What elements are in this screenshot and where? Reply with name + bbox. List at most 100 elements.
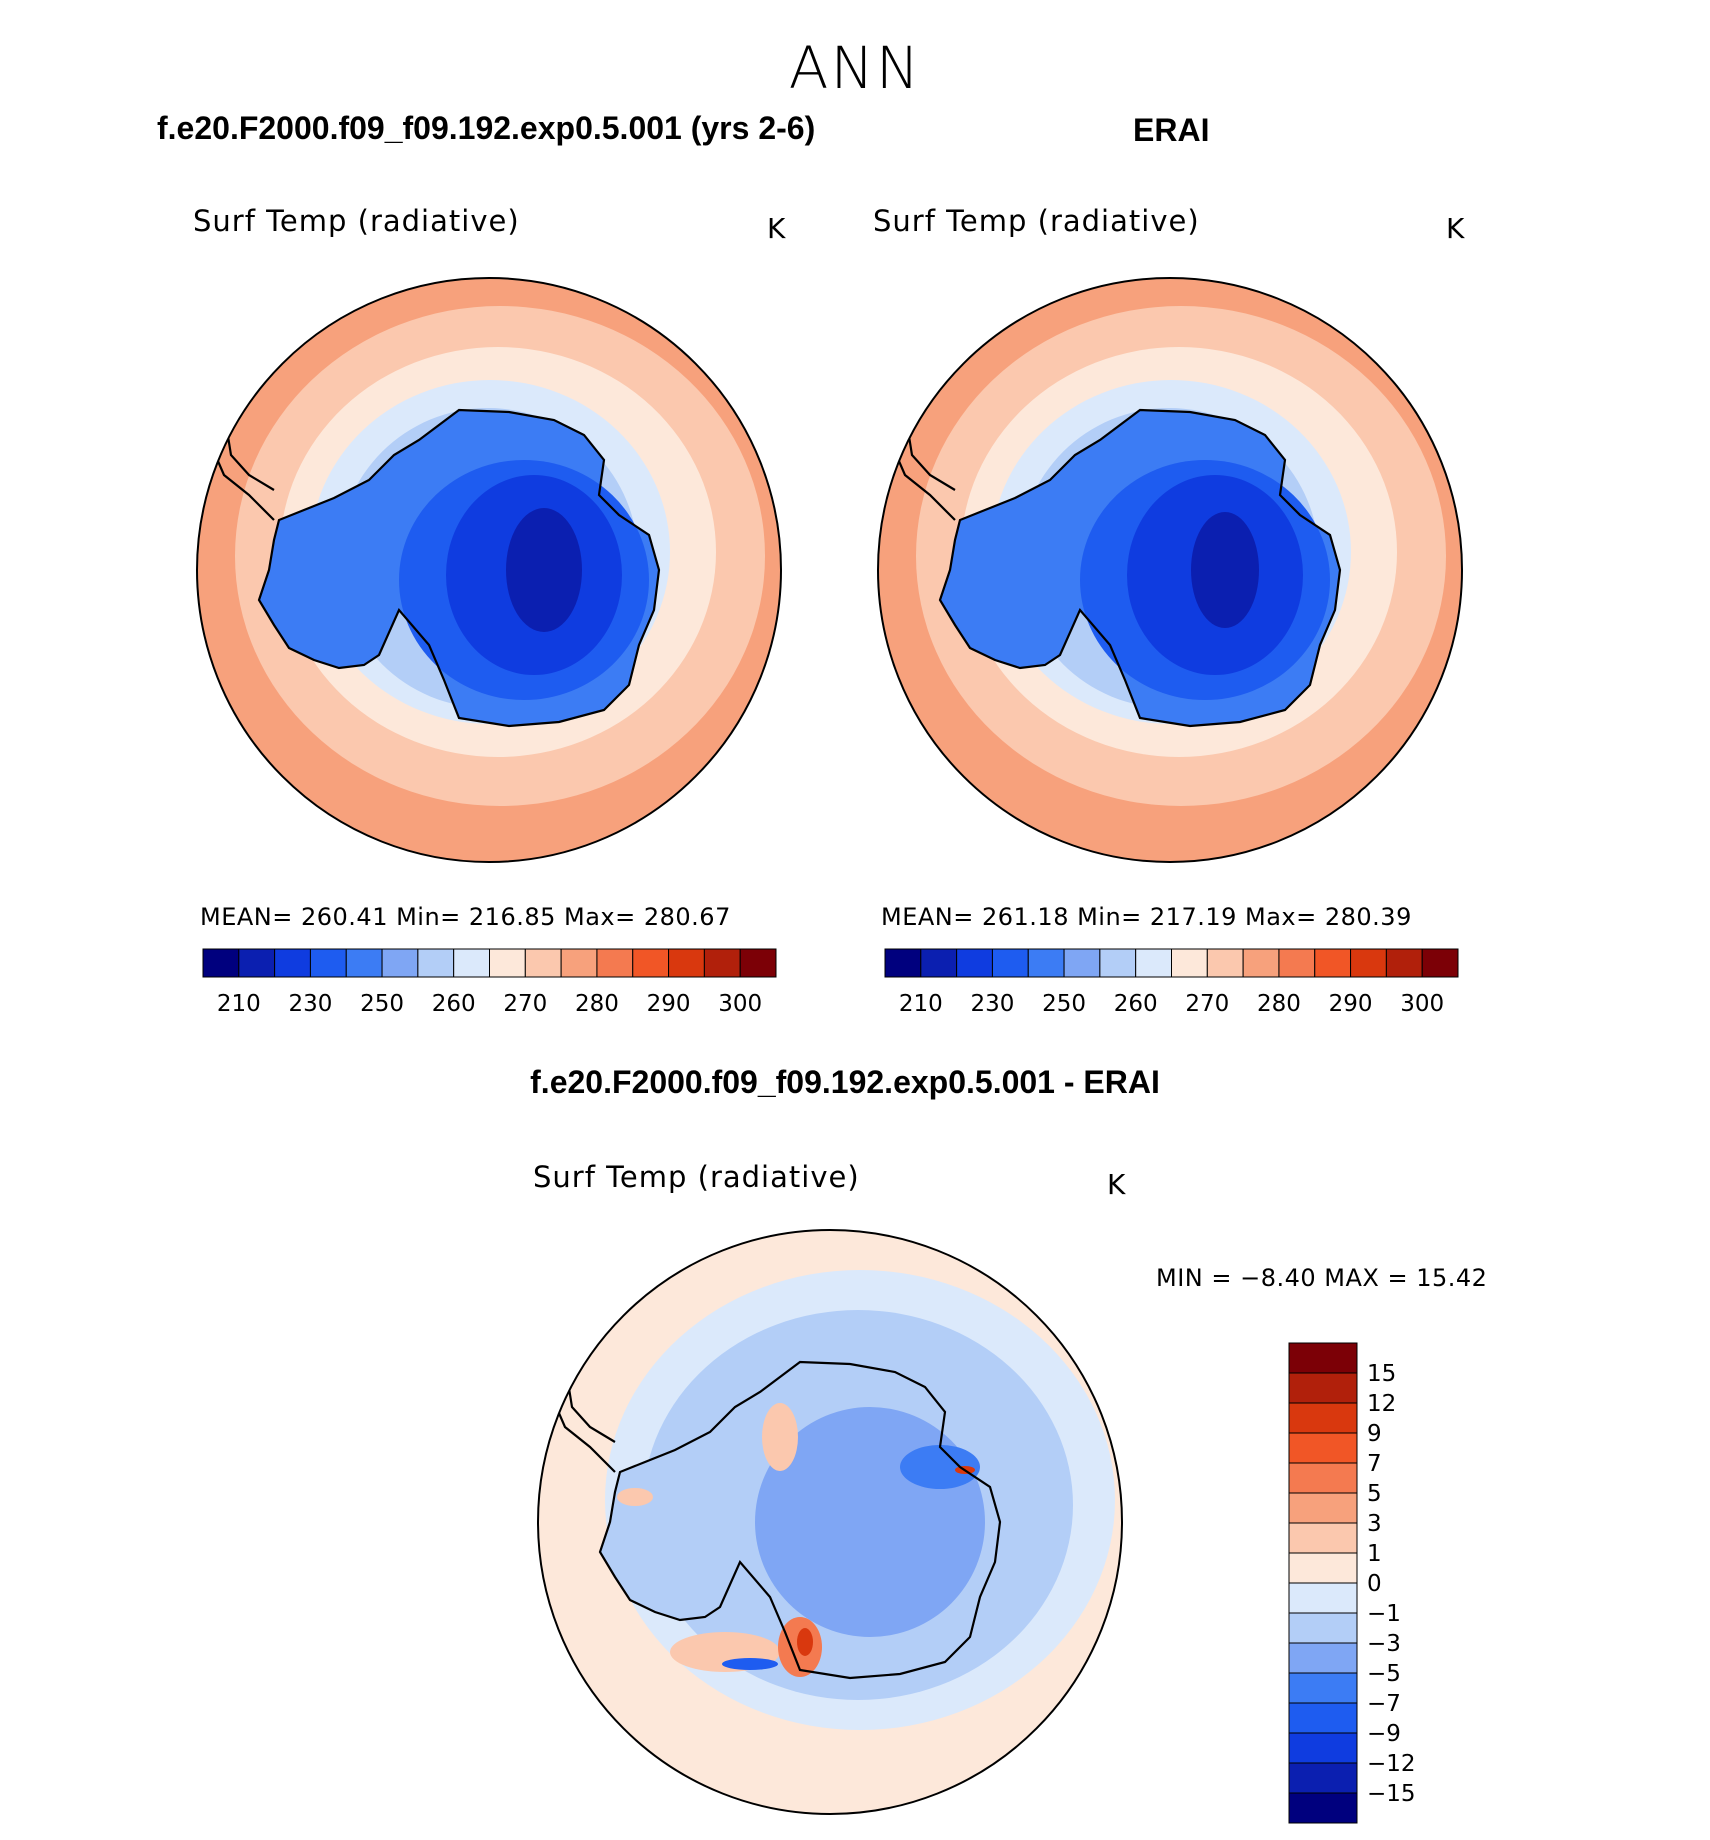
colorbar-swatch (1288, 1372, 1358, 1404)
colorbar-tick-label: 230 (288, 991, 332, 1017)
colorbar-swatch (453, 948, 490, 978)
colorbar-swatch (1288, 1582, 1358, 1614)
panel1-stats: MEAN= 260.41 Min= 216.85 Max= 280.67 (200, 903, 731, 931)
difference-case-title: f.e20.F2000.f09_f09.192.exp0.5.001 - ERA… (530, 1064, 1160, 1100)
colorbar-swatch (703, 948, 741, 978)
map-field-band-210 (506, 508, 582, 632)
colorbar-swatch (345, 948, 383, 978)
colorbar-swatch (668, 948, 705, 978)
diff-field-band-1-3 (617, 1488, 653, 1506)
panel1-map-border (196, 277, 782, 863)
colorbar-swatch (1288, 1762, 1358, 1794)
diff-field-band-1-3 (762, 1403, 798, 1471)
colorbar-tick-label: 210 (217, 991, 261, 1017)
colorbar-swatch (489, 948, 526, 978)
colorbar-swatch (1288, 1702, 1358, 1734)
colorbar-swatch (1350, 948, 1387, 978)
colorbar-tick-label: −1 (1367, 1601, 1401, 1627)
colorbar-tick-label: 260 (432, 991, 476, 1017)
colorbar-swatch (1027, 948, 1065, 978)
colorbar-swatch (1288, 1672, 1358, 1704)
difference-map (538, 1230, 1122, 1814)
colorbar-swatch (1288, 1612, 1358, 1644)
panel2-map (878, 278, 1462, 862)
colorbar-tick-label: −12 (1367, 1751, 1416, 1777)
diff-field-band-9-12 (797, 1628, 813, 1656)
colorbar-swatch (920, 948, 958, 978)
colorbar-tick-label: 12 (1367, 1391, 1396, 1417)
difference-colorbar: 15 12 9 7 5 3 1 0 −1 −3 −5 −7 −9 −12 −15 (1288, 1342, 1416, 1824)
colorbar-tick-label: 230 (970, 991, 1014, 1017)
colorbar-swatch (1385, 948, 1423, 978)
colorbar-swatch (596, 948, 634, 978)
colorbar-swatch (1242, 948, 1280, 978)
colorbar-tick-label: 280 (1257, 991, 1301, 1017)
colorbar-tick-label: 7 (1367, 1451, 1382, 1477)
colorbar-swatch (956, 948, 993, 978)
colorbar-swatch (884, 948, 922, 978)
colorbar-tick-label: 5 (1367, 1481, 1382, 1507)
colorbar-swatch (1206, 948, 1244, 978)
colorbar-tick-label: −3 (1367, 1631, 1401, 1657)
colorbar-swatch (1288, 1522, 1358, 1554)
panel2-colorbar: 210 230 250 260 270 280 290 300 (884, 948, 1459, 1017)
diff-field-band-neg9-neg7 (722, 1658, 778, 1670)
colorbar-swatch (1278, 948, 1316, 978)
diff-units: K (1107, 1168, 1126, 1201)
colorbar-swatch (1288, 1732, 1358, 1764)
colorbar-tick-label: 3 (1367, 1511, 1382, 1537)
panel2-units: K (1446, 212, 1465, 245)
panel1-colorbar: 210 230 250 260 270 280 290 300 (202, 948, 777, 1017)
colorbar-swatch (274, 948, 311, 978)
colorbar-swatch (1288, 1432, 1358, 1464)
colorbar-swatch (560, 948, 598, 978)
colorbar-tick-label: 270 (1185, 991, 1229, 1017)
model-case-title: f.e20.F2000.f09_f09.192.exp0.5.001 (yrs … (157, 110, 816, 146)
colorbar-tick-label: −15 (1367, 1781, 1416, 1807)
colorbar-tick-label: 250 (1042, 991, 1086, 1017)
colorbar-swatch (1171, 948, 1208, 978)
colorbar-tick-label: 1 (1367, 1541, 1382, 1567)
colorbar-swatch (381, 948, 419, 978)
colorbar-swatch (991, 948, 1029, 978)
colorbar-tick-label: 0 (1367, 1571, 1382, 1597)
colorbar-swatch (417, 948, 455, 978)
colorbar-swatch (632, 948, 670, 978)
colorbar-swatch (1288, 1552, 1358, 1584)
panel2-variable-title: Surf Temp (radiative) (873, 204, 1200, 238)
map-field-band-210 (1191, 512, 1259, 628)
colorbar-swatch (1063, 948, 1101, 978)
colorbar-tick-label: 270 (503, 991, 547, 1017)
diff-field-band-neg7-neg5 (900, 1445, 980, 1489)
colorbar-swatch (1099, 948, 1137, 978)
colorbar-tick-label: −9 (1367, 1721, 1401, 1747)
colorbar-swatch (309, 948, 347, 978)
colorbar-swatch (1288, 1462, 1358, 1494)
colorbar-swatch (238, 948, 276, 978)
panel1-units: K (767, 212, 786, 245)
diff-variable-title: Surf Temp (radiative) (533, 1160, 860, 1194)
colorbar-swatch (1288, 1342, 1358, 1374)
colorbar-swatch (1288, 1792, 1358, 1824)
colorbar-tick-label: −7 (1367, 1691, 1401, 1717)
obs-case-title: ERAI (1133, 112, 1210, 148)
colorbar-swatch (1288, 1492, 1358, 1524)
colorbar-swatch (1314, 948, 1352, 978)
difference-map-border (537, 1229, 1123, 1815)
panel1-map (197, 278, 781, 862)
panel1-variable-title: Surf Temp (radiative) (193, 204, 520, 238)
colorbar-tick-label: 290 (647, 991, 691, 1017)
colorbar-swatch (1288, 1642, 1358, 1674)
colorbar-tick-label: 9 (1367, 1421, 1382, 1447)
colorbar-tick-label: 250 (360, 991, 404, 1017)
colorbar-tick-label: 290 (1329, 991, 1373, 1017)
colorbar-tick-label: 210 (899, 991, 943, 1017)
panel2-stats: MEAN= 261.18 Min= 217.19 Max= 280.39 (881, 903, 1412, 931)
colorbar-swatch (202, 948, 240, 978)
colorbar-tick-label: 300 (718, 991, 762, 1017)
diff-min-max: MIN = −8.40 MAX = 15.42 (1156, 1264, 1488, 1292)
colorbar-tick-label: 15 (1367, 1361, 1396, 1387)
colorbar-tick-label: 260 (1114, 991, 1158, 1017)
colorbar-tick-label: −5 (1367, 1661, 1401, 1687)
colorbar-tick-label: 280 (575, 991, 619, 1017)
